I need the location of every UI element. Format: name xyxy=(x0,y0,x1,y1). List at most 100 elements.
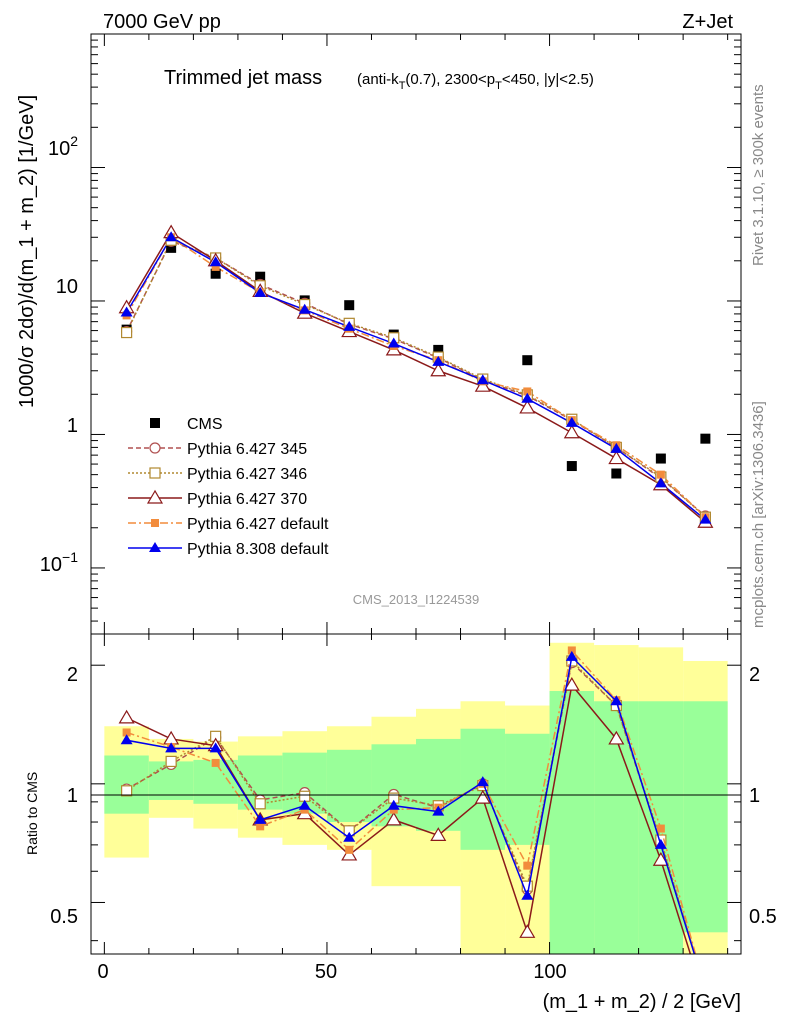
main-series-group xyxy=(118,224,714,528)
ratio-ytick-label-0.5: 0.5 xyxy=(50,906,78,928)
ratio-point-pythia-6-427-default xyxy=(256,822,265,831)
ratio-point-pythia-8-308-default xyxy=(521,889,534,900)
main-point-pythia-8-308-default xyxy=(120,306,133,317)
legend-marker-cms xyxy=(150,418,160,428)
main-point-pythia-8-308-default xyxy=(610,442,623,453)
ratio-ytick-label-right-1: 1 xyxy=(749,785,760,807)
main-point-pythia-8-308-default xyxy=(654,477,667,488)
main-line-pythia-6-427-default xyxy=(125,236,706,518)
ytick-label-10: 10 xyxy=(56,276,78,298)
x-axis-label: (m_1 + m_2) / 2 [GeV] xyxy=(543,991,741,1013)
ratio-point-pythia-8-308-default xyxy=(565,650,578,661)
legend-marker-pythia-6-427-370 xyxy=(146,489,164,504)
main-point-pythia-6-427-370 xyxy=(563,424,580,439)
main-line-pythia-6-427-345 xyxy=(125,240,706,517)
ratio-point-pythia-6-427-default xyxy=(211,758,220,767)
main-point-pythia-8-308-default xyxy=(699,513,712,524)
ratio-band-green xyxy=(193,759,238,804)
legend-item-pythia-6-427-default: Pythia 6.427 default xyxy=(128,516,329,533)
main-point-pythia-6-427-370 xyxy=(608,450,625,465)
ratio-line-pythia-6-427-370 xyxy=(126,683,692,954)
xtick-label-100: 100 xyxy=(533,961,566,983)
plot-subtitle: (anti-kT(0.7), 2300<pT<450, |y|<2.5) xyxy=(357,71,594,92)
y-axis-label-ratio: Ratio to CMS xyxy=(24,772,40,855)
plot-title: Trimmed jet mass xyxy=(164,67,322,89)
main-point-pythia-6-427-346 xyxy=(121,326,133,339)
ratio-line-pythia-8-308-default xyxy=(126,655,696,954)
ratio-point-pythia-8-308-default xyxy=(298,799,311,810)
main-point-pythia-8-308-default xyxy=(254,286,267,297)
main-point-pythia-8-308-default xyxy=(165,231,178,242)
main-point-pythia-8-308-default xyxy=(565,416,578,427)
ratio-series-clip xyxy=(118,646,697,954)
legend-label-pythia-6-427-370: Pythia 6.427 370 xyxy=(187,491,307,508)
main-point-pythia-6-427-default xyxy=(656,470,665,479)
process-label: Z+Jet xyxy=(682,11,733,33)
main-point-cms xyxy=(210,268,221,279)
main-point-pythia-8-308-default xyxy=(521,392,534,403)
ratio-point-pythia-6-427-370 xyxy=(118,709,135,724)
legend-label-cms: CMS xyxy=(187,416,223,433)
axis-ticks xyxy=(91,34,741,954)
ratio-line-pythia-6-427-default xyxy=(126,648,697,954)
ratio-point-pythia-6-427-370 xyxy=(519,924,536,938)
legend-marker-pythia-6-427-346 xyxy=(149,467,161,479)
main-point-pythia-6-427-370 xyxy=(430,362,447,377)
ratio-point-pythia-8-308-default xyxy=(654,838,667,849)
energy-label: 7000 GeV pp xyxy=(103,11,221,33)
ratio-point-pythia-6-427-default xyxy=(122,728,131,737)
ratio-ytick-label-right-0.5: 0.5 xyxy=(749,906,777,928)
ratio-point-pythia-6-427-346 xyxy=(121,785,133,797)
main-point-cms xyxy=(655,453,666,464)
y-axis-label-main: 1000/σ 2dσ)/d(m_1 + m_2) [1/GeV] xyxy=(16,95,38,408)
ratio-ytick-label-right-2: 2 xyxy=(749,664,760,686)
ratio-point-pythia-8-308-default xyxy=(165,742,178,753)
ratio-point-pythia-6-427-370 xyxy=(474,789,491,804)
main-point-cms xyxy=(255,271,266,282)
legend-label-pythia-6-427-345: Pythia 6.427 345 xyxy=(187,441,307,458)
main-point-pythia-6-427-370 xyxy=(519,399,536,414)
ratio-point-pythia-8-308-default xyxy=(254,813,267,824)
main-point-pythia-8-308-default xyxy=(343,320,356,331)
ratio-point-pythia-8-308-default xyxy=(209,742,222,753)
ratio-point-pythia-8-308-default xyxy=(120,734,133,745)
legend-marker-pythia-6-427-default xyxy=(151,519,159,527)
ratio-point-pythia-6-427-default xyxy=(656,824,665,833)
ratio-uncertainty-bands xyxy=(104,642,728,954)
legend-marker-pythia-8-308-default xyxy=(149,542,161,552)
ratio-point-pythia-8-308-default xyxy=(610,695,623,706)
ratio-point-pythia-6-427-default xyxy=(567,646,576,655)
main-point-pythia-8-308-default xyxy=(387,337,400,348)
ratio-ytick-label-1: 1 xyxy=(67,785,78,807)
legend-item-pythia-8-308-default: Pythia 8.308 default xyxy=(128,541,329,558)
ratio-point-pythia-6-427-default xyxy=(523,861,532,870)
analysis-label: CMS_2013_I1224539 xyxy=(353,592,480,607)
main-point-pythia-8-308-default xyxy=(476,374,489,385)
ratio-point-pythia-8-308-default xyxy=(387,799,400,810)
legend-label-pythia-6-427-346: Pythia 6.427 346 xyxy=(187,466,307,483)
legend-label-pythia-6-427-default: Pythia 6.427 default xyxy=(187,516,329,533)
ratio-point-pythia-8-308-default xyxy=(432,805,445,816)
main-point-cms xyxy=(433,344,444,355)
main-point-cms xyxy=(344,300,355,311)
main-point-pythia-6-427-default xyxy=(523,387,532,396)
main-point-pythia-8-308-default xyxy=(298,303,311,314)
legend-item-cms: CMS xyxy=(150,416,223,433)
ytick-label-1: 1 xyxy=(67,415,78,437)
legend: CMS Pythia 6.427 345 Pythia 6.427 346 Pythi… xyxy=(128,416,329,558)
main-line-pythia-8-308-default xyxy=(125,236,706,521)
main-point-cms xyxy=(611,468,622,479)
legend-item-pythia-6-427-346: Pythia 6.427 346 xyxy=(128,466,307,483)
ratio-point-pythia-6-427-370 xyxy=(563,676,580,691)
xtick-label-0: 0 xyxy=(97,961,108,983)
ratio-band-green xyxy=(505,733,550,845)
ytick-label-100: 102 xyxy=(48,133,78,160)
rivet-label: Rivet 3.1.10, ≥ 300k events xyxy=(750,84,767,266)
main-point-pythia-8-308-default xyxy=(432,355,445,366)
ratio-band-green xyxy=(326,749,372,823)
xtick-label-50: 50 xyxy=(315,961,337,983)
ratio-point-pythia-6-427-346 xyxy=(165,755,177,768)
ratio-point-pythia-6-427-370 xyxy=(341,846,358,861)
ratio-point-pythia-6-427-default xyxy=(345,845,354,854)
